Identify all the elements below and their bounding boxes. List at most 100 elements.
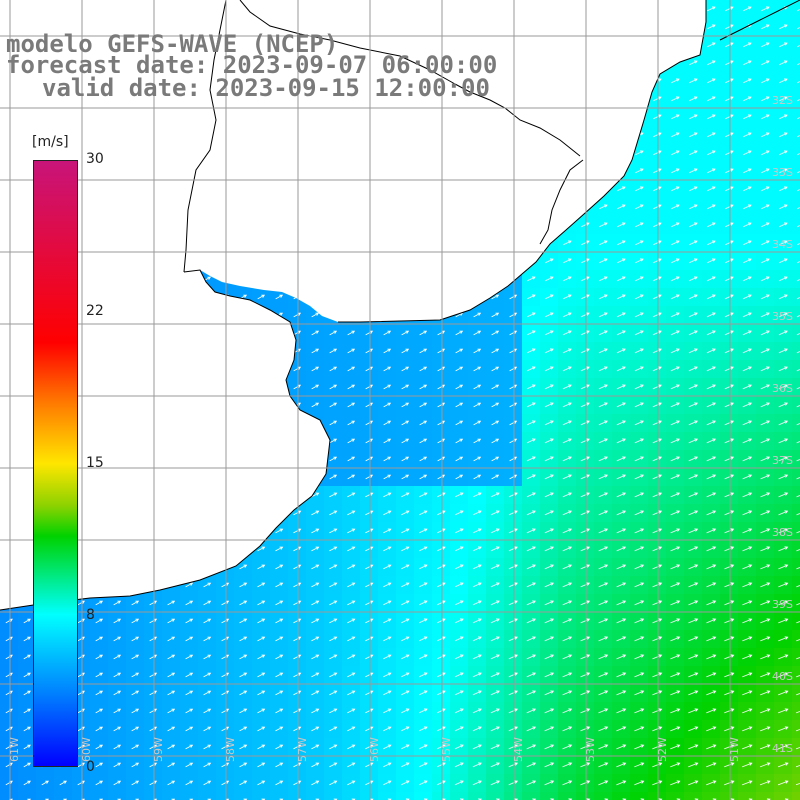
wind-arrow xyxy=(472,510,482,516)
wind-arrow xyxy=(724,618,735,624)
wind-cell xyxy=(792,504,800,523)
wind-arrow xyxy=(508,744,519,750)
wind-arrow xyxy=(778,708,789,714)
wind-arrow xyxy=(365,546,374,552)
wind-arrow xyxy=(580,708,591,714)
wind-arrow xyxy=(724,456,735,462)
wind-arrow xyxy=(400,726,410,732)
wind-arrow xyxy=(688,276,698,282)
wind-arrow xyxy=(508,510,518,516)
wind-arrow xyxy=(23,618,31,624)
wind-arrow xyxy=(742,654,753,660)
wind-arrow xyxy=(329,366,338,372)
wind-arrow xyxy=(652,438,662,444)
wind-arrow xyxy=(562,276,572,282)
wind-arrow xyxy=(688,294,698,300)
wind-arrow xyxy=(580,348,590,354)
wind-arrow xyxy=(526,564,536,570)
wind-arrow xyxy=(436,564,446,570)
wind-arrow xyxy=(652,762,663,768)
wind-arrow xyxy=(436,636,446,642)
wind-arrow xyxy=(544,618,555,624)
wind-arrow xyxy=(23,654,31,660)
wind-arrow xyxy=(526,636,536,642)
wind-arrow xyxy=(347,780,356,786)
wind-arrow xyxy=(275,726,284,732)
wind-arrow xyxy=(706,564,717,570)
wind-arrow xyxy=(490,510,500,516)
wind-arrow xyxy=(796,135,800,138)
wind-arrow xyxy=(257,780,266,786)
wind-arrow xyxy=(598,258,608,264)
wind-arrow xyxy=(796,27,800,30)
wind-arrow xyxy=(724,42,734,48)
wind-arrow xyxy=(526,330,536,336)
wind-arrow xyxy=(652,708,663,714)
wind-arrow xyxy=(383,582,392,588)
wind-arrow xyxy=(688,546,699,552)
wind-arrow xyxy=(347,546,356,552)
wind-arrow xyxy=(454,564,464,570)
wind-arrow xyxy=(580,672,591,678)
wind-arrow xyxy=(454,546,464,552)
wind-arrow xyxy=(634,636,645,642)
wind-arrow xyxy=(688,150,698,156)
wind-arrow xyxy=(796,63,800,66)
wind-arrow xyxy=(616,564,627,570)
wind-arrow xyxy=(473,366,482,372)
wind-arrow xyxy=(490,744,500,750)
wind-arrow xyxy=(796,620,800,624)
wind-arrow xyxy=(598,762,609,768)
wind-arrow xyxy=(419,384,428,390)
wind-arrow xyxy=(670,204,680,210)
wind-arrow xyxy=(329,726,338,732)
wind-arrow xyxy=(472,672,482,678)
wind-arrow xyxy=(383,330,392,336)
wind-arrow xyxy=(436,618,446,624)
wind-arrow xyxy=(742,348,752,354)
wind-arrow xyxy=(778,528,789,534)
wind-arrow xyxy=(383,456,392,462)
wind-arrow xyxy=(634,456,644,462)
wind-arrow xyxy=(688,114,698,120)
wind-arrow xyxy=(544,528,554,534)
wind-arrow xyxy=(598,276,608,282)
wind-arrow xyxy=(526,312,536,318)
wind-arrow xyxy=(724,708,735,714)
wind-arrow xyxy=(329,582,338,588)
wind-arrow xyxy=(742,456,753,462)
wind-arrow xyxy=(239,780,248,786)
wind-arrow xyxy=(724,60,734,66)
wind-arrow xyxy=(580,222,590,228)
wind-arrow xyxy=(760,294,770,300)
wind-arrow xyxy=(275,690,284,696)
wind-arrow xyxy=(311,690,320,696)
wind-arrow xyxy=(455,330,464,336)
wind-arrow xyxy=(490,762,500,768)
wind-arrow xyxy=(257,636,266,642)
wind-arrow xyxy=(347,564,356,570)
wind-arrow xyxy=(400,564,410,570)
wind-arrow xyxy=(706,690,717,696)
wind-cell xyxy=(792,486,800,505)
wind-arrow xyxy=(526,492,536,498)
wind-arrow xyxy=(634,564,645,570)
wind-arrow xyxy=(580,582,591,588)
wind-arrow xyxy=(724,492,735,498)
wind-arrow xyxy=(796,512,800,516)
wind-arrow xyxy=(760,96,770,102)
wind-arrow xyxy=(670,438,680,444)
wind-arrow xyxy=(329,438,338,444)
wind-arrow xyxy=(742,582,753,588)
wind-arrow xyxy=(724,654,735,660)
wind-cell xyxy=(792,270,800,289)
wind-arrow xyxy=(616,240,626,246)
wind-arrow xyxy=(778,456,789,462)
lon-label: 55W xyxy=(440,737,453,762)
wind-arrow xyxy=(401,366,410,372)
wind-arrow xyxy=(508,690,518,696)
wind-arrow xyxy=(706,132,716,138)
wind-cell xyxy=(792,576,800,595)
wind-arrow xyxy=(778,60,788,66)
wind-arrow xyxy=(400,780,410,786)
